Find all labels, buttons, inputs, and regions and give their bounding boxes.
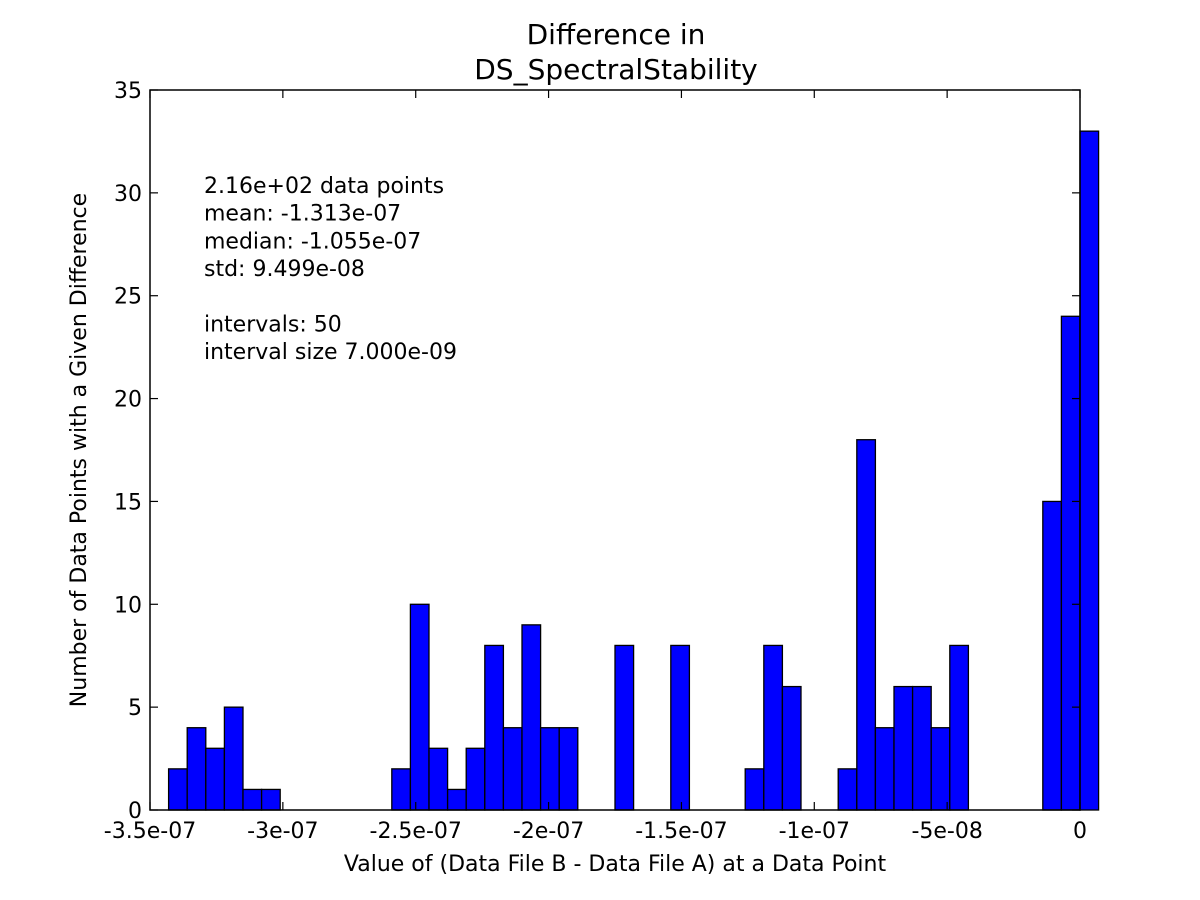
stats-line: median: -1.055e-07: [204, 229, 421, 254]
histogram-bar: [205, 747, 226, 811]
y-tick-label: 0: [128, 799, 142, 824]
ticks-group: -3.5e-07 -3e-07 -2.5e-07 -2e-07 -1.5e-07 -1e-…: [104, 79, 1087, 844]
histogram-bar: [186, 727, 207, 811]
histogram-bar: [949, 644, 970, 811]
histogram-bar: [446, 788, 467, 811]
histogram-bar: [391, 768, 412, 811]
y-tick-label: 35: [114, 79, 142, 104]
histogram-bar: [930, 727, 951, 811]
x-tick-label: -1.5e-07: [635, 819, 727, 844]
y-tick-label: 20: [114, 388, 142, 413]
y-tick-label: 25: [114, 285, 142, 310]
stats-line: interval size 7.000e-09: [204, 340, 457, 365]
histogram-bar: [670, 644, 691, 811]
histogram-bar: [1079, 130, 1100, 811]
histogram-bar: [744, 768, 765, 811]
x-tick-label: -2e-07: [513, 819, 584, 844]
x-tick-label: -2.5e-07: [370, 819, 462, 844]
histogram-bar: [521, 624, 542, 811]
histogram-bar: [409, 603, 430, 811]
histogram-bar: [911, 685, 932, 811]
chart-title-line2: DS_SpectralStability: [474, 53, 758, 86]
histogram-bar: [242, 788, 263, 811]
y-tick-label: 10: [114, 593, 142, 618]
histogram-bar: [484, 644, 505, 811]
histogram-bar: [558, 727, 579, 811]
y-tick-label: 30: [114, 182, 142, 207]
y-axis-label: Number of Data Points with a Given Diffe…: [67, 193, 92, 707]
y-tick-label: 5: [128, 696, 142, 721]
histogram-bar: [763, 644, 784, 811]
x-tick-label: -3e-07: [247, 819, 318, 844]
stats-line: std: 9.499e-08: [204, 257, 365, 282]
x-tick-label: 0: [1073, 819, 1087, 844]
histogram-bar: [856, 439, 877, 811]
x-axis-label: Value of (Data File B - Data File A) at …: [344, 852, 887, 877]
histogram-bar: [1042, 500, 1063, 811]
histogram-bar: [428, 747, 449, 811]
stats-line: 2.16e+02 data points: [204, 174, 444, 199]
histogram-bar: [223, 706, 244, 811]
histogram-bar: [260, 788, 281, 811]
histogram-bar: [874, 727, 895, 811]
x-tick-label: -5e-08: [911, 819, 982, 844]
stats-line: mean: -1.313e-07: [204, 202, 401, 227]
histogram-bar: [837, 768, 858, 811]
histogram-bar: [465, 747, 486, 811]
histogram-bar: [167, 768, 188, 811]
histogram-bar: [1060, 315, 1081, 811]
histogram-bar: [539, 727, 560, 811]
histogram-bar: [614, 644, 635, 811]
histogram-bar: [893, 685, 914, 811]
stats-line: intervals: 50: [204, 313, 342, 338]
chart-title-line1: Difference in: [527, 18, 706, 51]
x-tick-label: -1e-07: [779, 819, 850, 844]
x-tick-label: -3.5e-07: [104, 819, 196, 844]
histogram-bar: [781, 685, 802, 811]
stats-annotation: 2.16e+02 data points mean: -1.313e-07medi…: [204, 174, 457, 365]
y-tick-label: 15: [114, 490, 142, 515]
plot-frame: [149, 89, 1081, 811]
bars-group: [167, 130, 1100, 811]
histogram-bar: [502, 727, 523, 811]
